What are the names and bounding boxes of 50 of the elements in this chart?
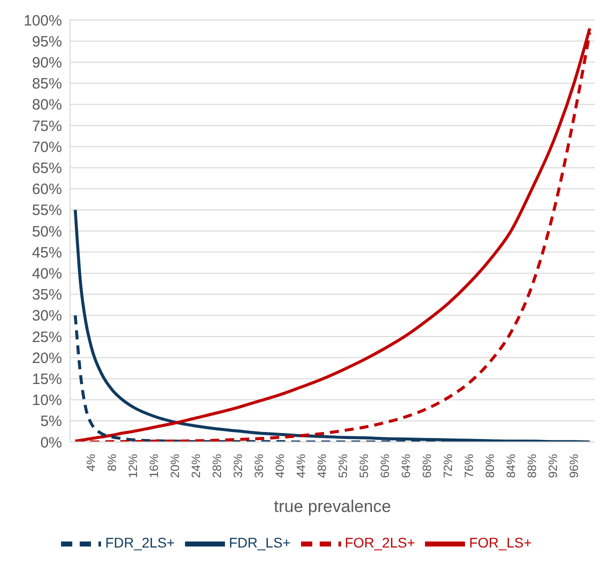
x-tick-label: 44% [294,454,308,478]
y-tick-label: 65% [32,160,62,178]
x-tick-label: 92% [546,454,560,478]
y-tick-label: 100% [24,12,62,30]
y-tick-label: 90% [32,54,62,72]
y-tick-label: 95% [32,33,62,50]
x-tick-label: 16% [147,454,161,478]
x-tick-label: 40% [273,454,287,478]
x-tick-label: 24% [189,454,203,478]
x-tick-label: 8% [105,454,119,472]
y-tick-label: 55% [32,202,62,220]
y-tick-label: 30% [32,308,62,325]
y-tick-label: 15% [32,371,62,388]
x-tick-label: 96% [567,454,581,478]
x-tick-label: 20% [168,454,182,478]
x-tick-label: 84% [504,454,518,478]
legend-label: FOR_LS+ [469,534,532,551]
x-tick-label: 48% [315,454,329,478]
x-tick-label: 60% [378,454,392,478]
legend-label: FOR_2LS+ [344,534,416,551]
y-tick-label: 20% [32,350,62,367]
x-tick-label: 4% [84,454,98,472]
x-tick-label: 52% [336,454,350,478]
y-tick-label: 0% [40,434,62,452]
x-tick-label: 56% [357,454,371,478]
y-tick-label: 80% [32,96,62,114]
y-tick-label: 25% [32,328,62,346]
x-tick-label: 80% [483,454,497,478]
x-tick-label: 32% [231,454,245,478]
y-tick-label: 50% [32,223,62,240]
legend-label: FDR_LS+ [228,534,291,551]
x-tick-label: 68% [420,454,434,478]
x-tick-label: 72% [441,454,455,478]
y-tick-label: 5% [40,413,62,430]
y-tick-label: 45% [32,244,62,262]
x-tick-label: 64% [399,454,413,478]
y-tick-label: 40% [32,266,62,283]
legend-label: FDR_2LS+ [105,534,175,551]
y-tick-label: 35% [32,286,62,304]
y-tick-label: 75% [32,118,62,135]
y-tick-label: 85% [32,76,62,93]
x-tick-label: 36% [252,454,266,478]
x-axis-title: true prevalence [274,497,392,516]
x-tick-label: 12% [126,454,140,478]
x-tick-label: 76% [462,454,476,478]
x-tick-label: 88% [525,454,539,478]
y-tick-label: 10% [32,392,62,410]
y-tick-label: 70% [32,138,62,156]
y-tick-label: 60% [32,181,62,198]
x-tick-label: 28% [210,454,224,478]
